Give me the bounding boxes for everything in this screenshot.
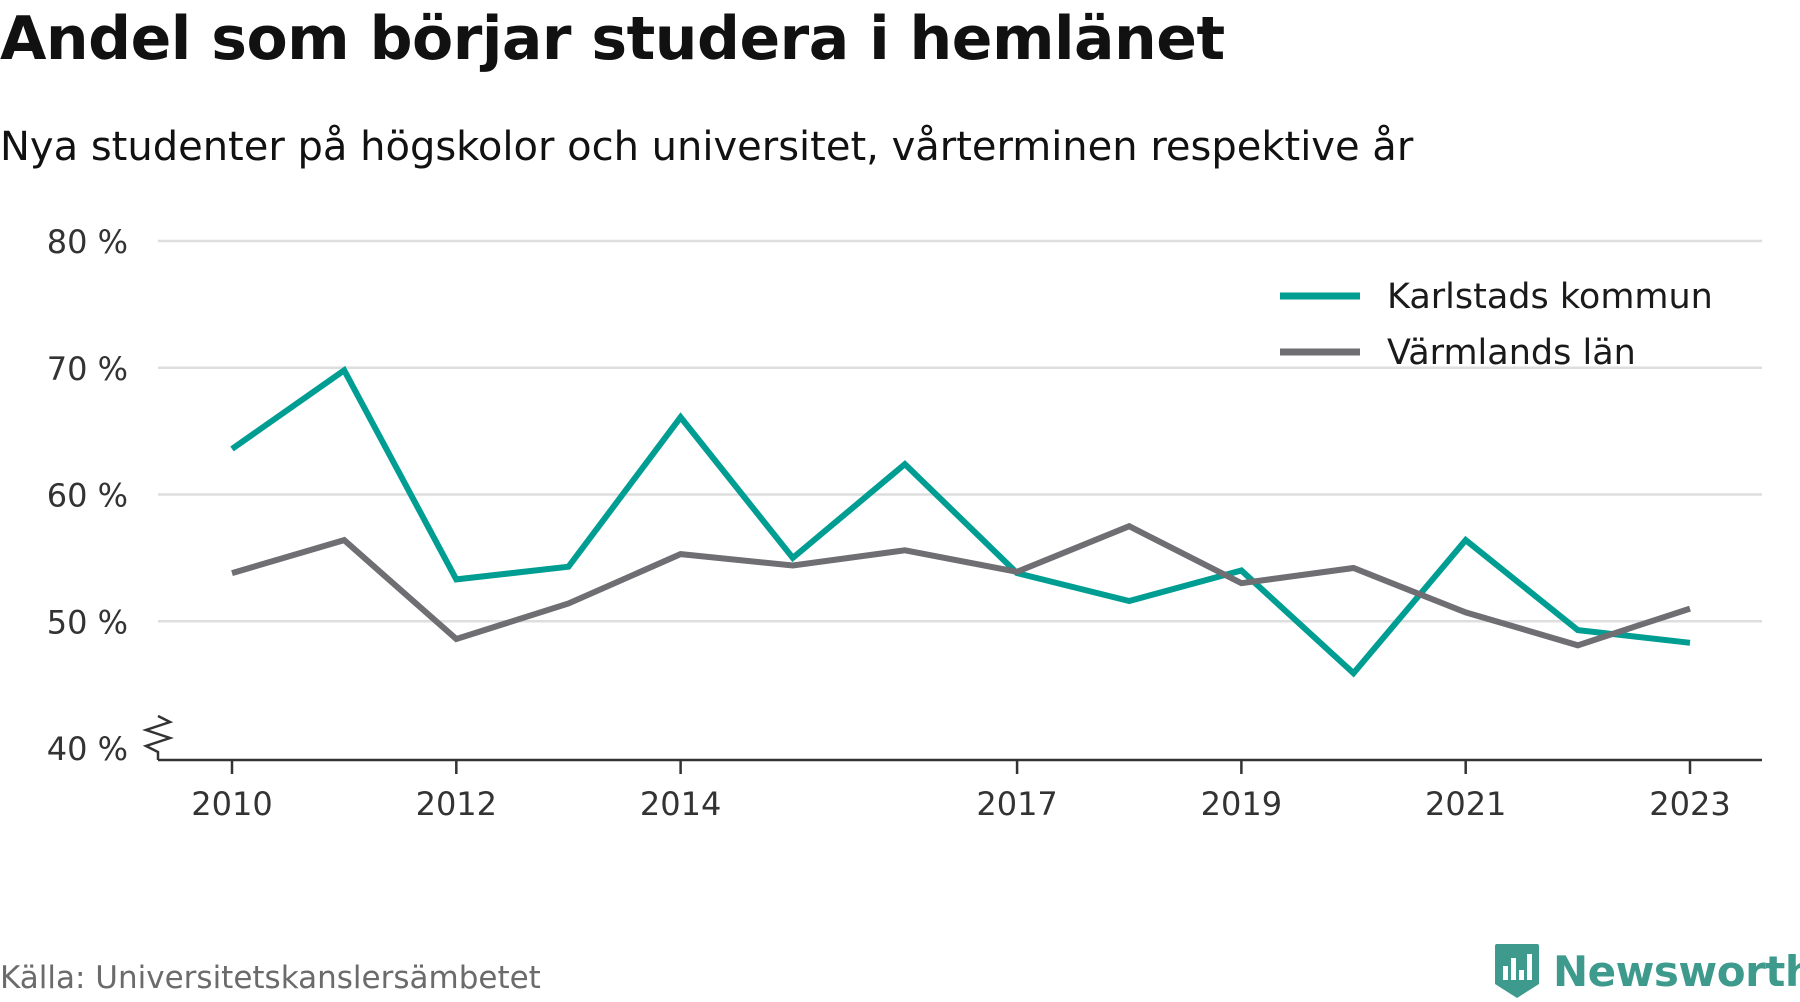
x-tick-label: 2010 xyxy=(191,785,272,823)
y-tick-label: 70 % xyxy=(47,350,128,388)
series-line-varmland xyxy=(231,522,1691,649)
axis-break-icon xyxy=(142,714,174,760)
series-line-karlstad xyxy=(230,365,1691,678)
chart-subtitle: Nya studenter på högskolor och universit… xyxy=(0,124,1414,170)
y-tick-label: 80 % xyxy=(47,223,128,261)
x-tick-label: 2021 xyxy=(1425,785,1506,823)
series-lines xyxy=(230,365,1691,678)
chart-title: Andel som börjar studera i hemlänet xyxy=(0,4,1225,74)
legend: Karlstads kommun Värmlands län xyxy=(1262,268,1738,373)
x-tick-label: 2012 xyxy=(416,785,497,823)
y-tick-label: 40 % xyxy=(47,730,128,768)
x-tick-label: 2019 xyxy=(1201,785,1282,823)
legend-label: Värmlands län xyxy=(1387,333,1636,373)
legend-label: Karlstads kommun xyxy=(1387,277,1713,317)
x-tick-label: 2014 xyxy=(640,785,721,823)
x-tick-label: 2023 xyxy=(1649,785,1730,823)
y-tick-label: 60 % xyxy=(47,477,128,515)
brand-logo: Newsworthy xyxy=(1493,940,1800,1002)
y-tick-label: 50 % xyxy=(47,603,128,641)
y-axis-tick-labels: 40 % 50 % 60 % 70 % 80 % xyxy=(47,223,128,768)
x-tick-label: 2017 xyxy=(976,785,1057,823)
source-note: Källa: Universitetskanslersämbetet xyxy=(0,960,541,996)
x-axis-tick-labels: 2010 2012 2014 2017 2019 2021 2023 xyxy=(191,785,1730,823)
newsworthy-logo-icon xyxy=(1495,944,1539,998)
x-axis xyxy=(142,714,1762,774)
brand-name: Newsworthy xyxy=(1553,946,1800,996)
